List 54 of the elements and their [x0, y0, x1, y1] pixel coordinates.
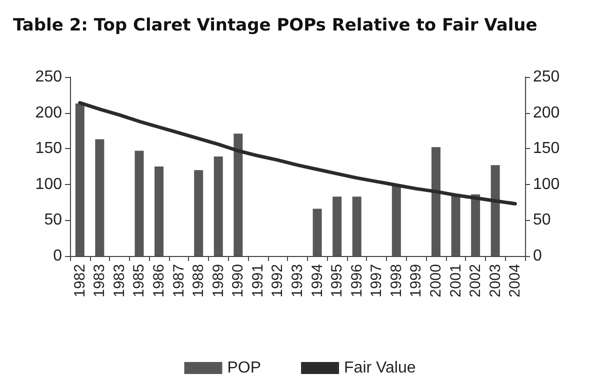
x-tick-label: 1988	[190, 264, 208, 298]
x-tick-label: 1992	[269, 264, 286, 298]
x-tick-label: 1999	[408, 264, 425, 298]
bar	[471, 194, 480, 256]
x-tick-label: 2002	[467, 264, 484, 298]
x-tick-label: 1983	[110, 264, 128, 298]
x-tick-label: 2004	[506, 264, 524, 298]
y-tick-label: 200	[35, 104, 62, 122]
x-tick-label: 1995	[328, 264, 346, 298]
bar	[234, 134, 243, 256]
y2-tick-label: 250	[533, 68, 560, 86]
bar	[392, 186, 401, 256]
x-tick-label: 1987	[170, 264, 188, 298]
bar	[214, 156, 223, 256]
y-tick-label: 0	[53, 248, 62, 264]
y2-tick-label: 200	[533, 104, 560, 122]
y2-tick-label: 50	[533, 212, 551, 229]
bar	[75, 103, 84, 256]
bar	[134, 150, 144, 256]
bar	[95, 139, 104, 256]
y-tick-label: 100	[35, 176, 62, 193]
y-tick-label: 50	[44, 212, 62, 229]
x-tick-label: 1997	[368, 264, 386, 298]
bar	[451, 195, 460, 256]
line-series	[78, 101, 517, 206]
x-tick-label: 1989	[210, 264, 227, 298]
chart-title: Table 2: Top Claret Vintage POPs Relative to Fair Value	[13, 16, 538, 36]
bar	[490, 165, 500, 256]
y2-tick-label: 150	[533, 140, 560, 158]
x-tick-label: 1986	[150, 264, 168, 298]
x-tick-label: 1991	[249, 264, 266, 298]
bar	[332, 196, 342, 256]
x-tick-label: 1994	[308, 264, 326, 298]
x-tick-label: 1983	[91, 264, 108, 298]
x-tick-label: 2001	[447, 264, 464, 298]
y2-tick-label: 100	[533, 176, 560, 193]
bar	[312, 208, 322, 256]
x-tick-label: 1993	[289, 264, 306, 298]
legend-label: Fair Value	[344, 360, 416, 376]
x-tick-label: 1990	[230, 264, 247, 298]
x-tick-label: 1982	[71, 264, 88, 298]
x-tick-label: 1998	[388, 264, 405, 298]
x-tick-label: 2000	[427, 264, 444, 298]
y-tick-label: 150	[35, 140, 62, 158]
bar	[154, 166, 164, 256]
bar	[431, 147, 440, 256]
x-tick-label: 1985	[130, 264, 148, 298]
y2-tick-label: 0	[533, 248, 542, 264]
y-tick-label: 250	[35, 68, 62, 86]
bar	[352, 196, 362, 256]
x-tick-label: 1996	[348, 264, 366, 298]
bar	[194, 170, 204, 256]
legend-label: POP	[227, 360, 262, 376]
x-tick-label: 2003	[486, 264, 504, 298]
